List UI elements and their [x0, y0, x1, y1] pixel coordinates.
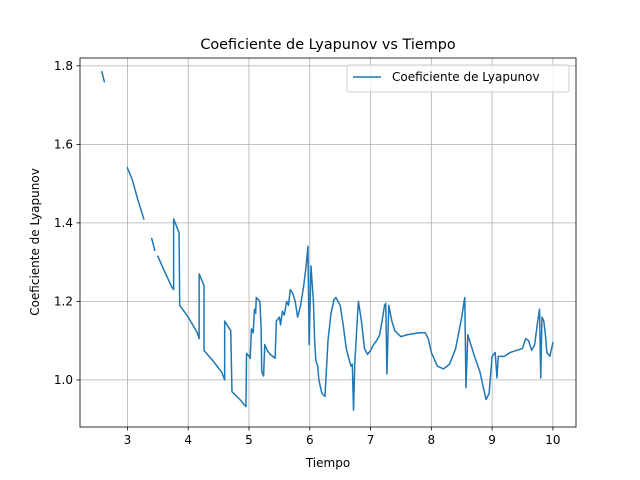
- legend: Coeficiente de Lyapunov: [346, 64, 570, 93]
- x-tick-label: 8: [428, 433, 436, 447]
- series-line-segment: [126, 166, 145, 220]
- x-tick-label: 4: [184, 433, 192, 447]
- series-line-segment: [100, 70, 106, 83]
- legend-label: Coeficiente de Lyapunov: [392, 70, 540, 84]
- series-line-segment: [150, 237, 156, 252]
- x-tick-label: 9: [488, 433, 496, 447]
- series-layer: [100, 70, 554, 411]
- x-tick-label: 5: [245, 433, 253, 447]
- chart-title: Coeficiente de Lyapunov vs Tiempo: [200, 37, 456, 53]
- y-tick-label: 1.4: [54, 216, 73, 230]
- y-tick-label: 1.0: [54, 373, 73, 387]
- x-tick-label: 7: [367, 433, 375, 447]
- x-tick-label: 10: [545, 433, 560, 447]
- y-axis-label: Coeficiente de Lyapunov: [28, 168, 42, 316]
- series-line-segment: [156, 218, 554, 411]
- x-axis-label: Tiempo: [305, 456, 350, 470]
- x-tick-label: 3: [124, 433, 132, 447]
- plot-frame: [79, 57, 577, 428]
- y-tick-label: 1.6: [54, 137, 73, 151]
- tick-layer: 3 4 5 6 7 8 9 10 1.0 1.2 1.4 1.6 1.8: [54, 59, 561, 447]
- legend-box: [346, 64, 570, 93]
- x-tick-label: 6: [306, 433, 314, 447]
- grid-layer: [80, 58, 576, 427]
- y-tick-label: 1.2: [54, 294, 73, 308]
- y-tick-label: 1.8: [54, 59, 73, 73]
